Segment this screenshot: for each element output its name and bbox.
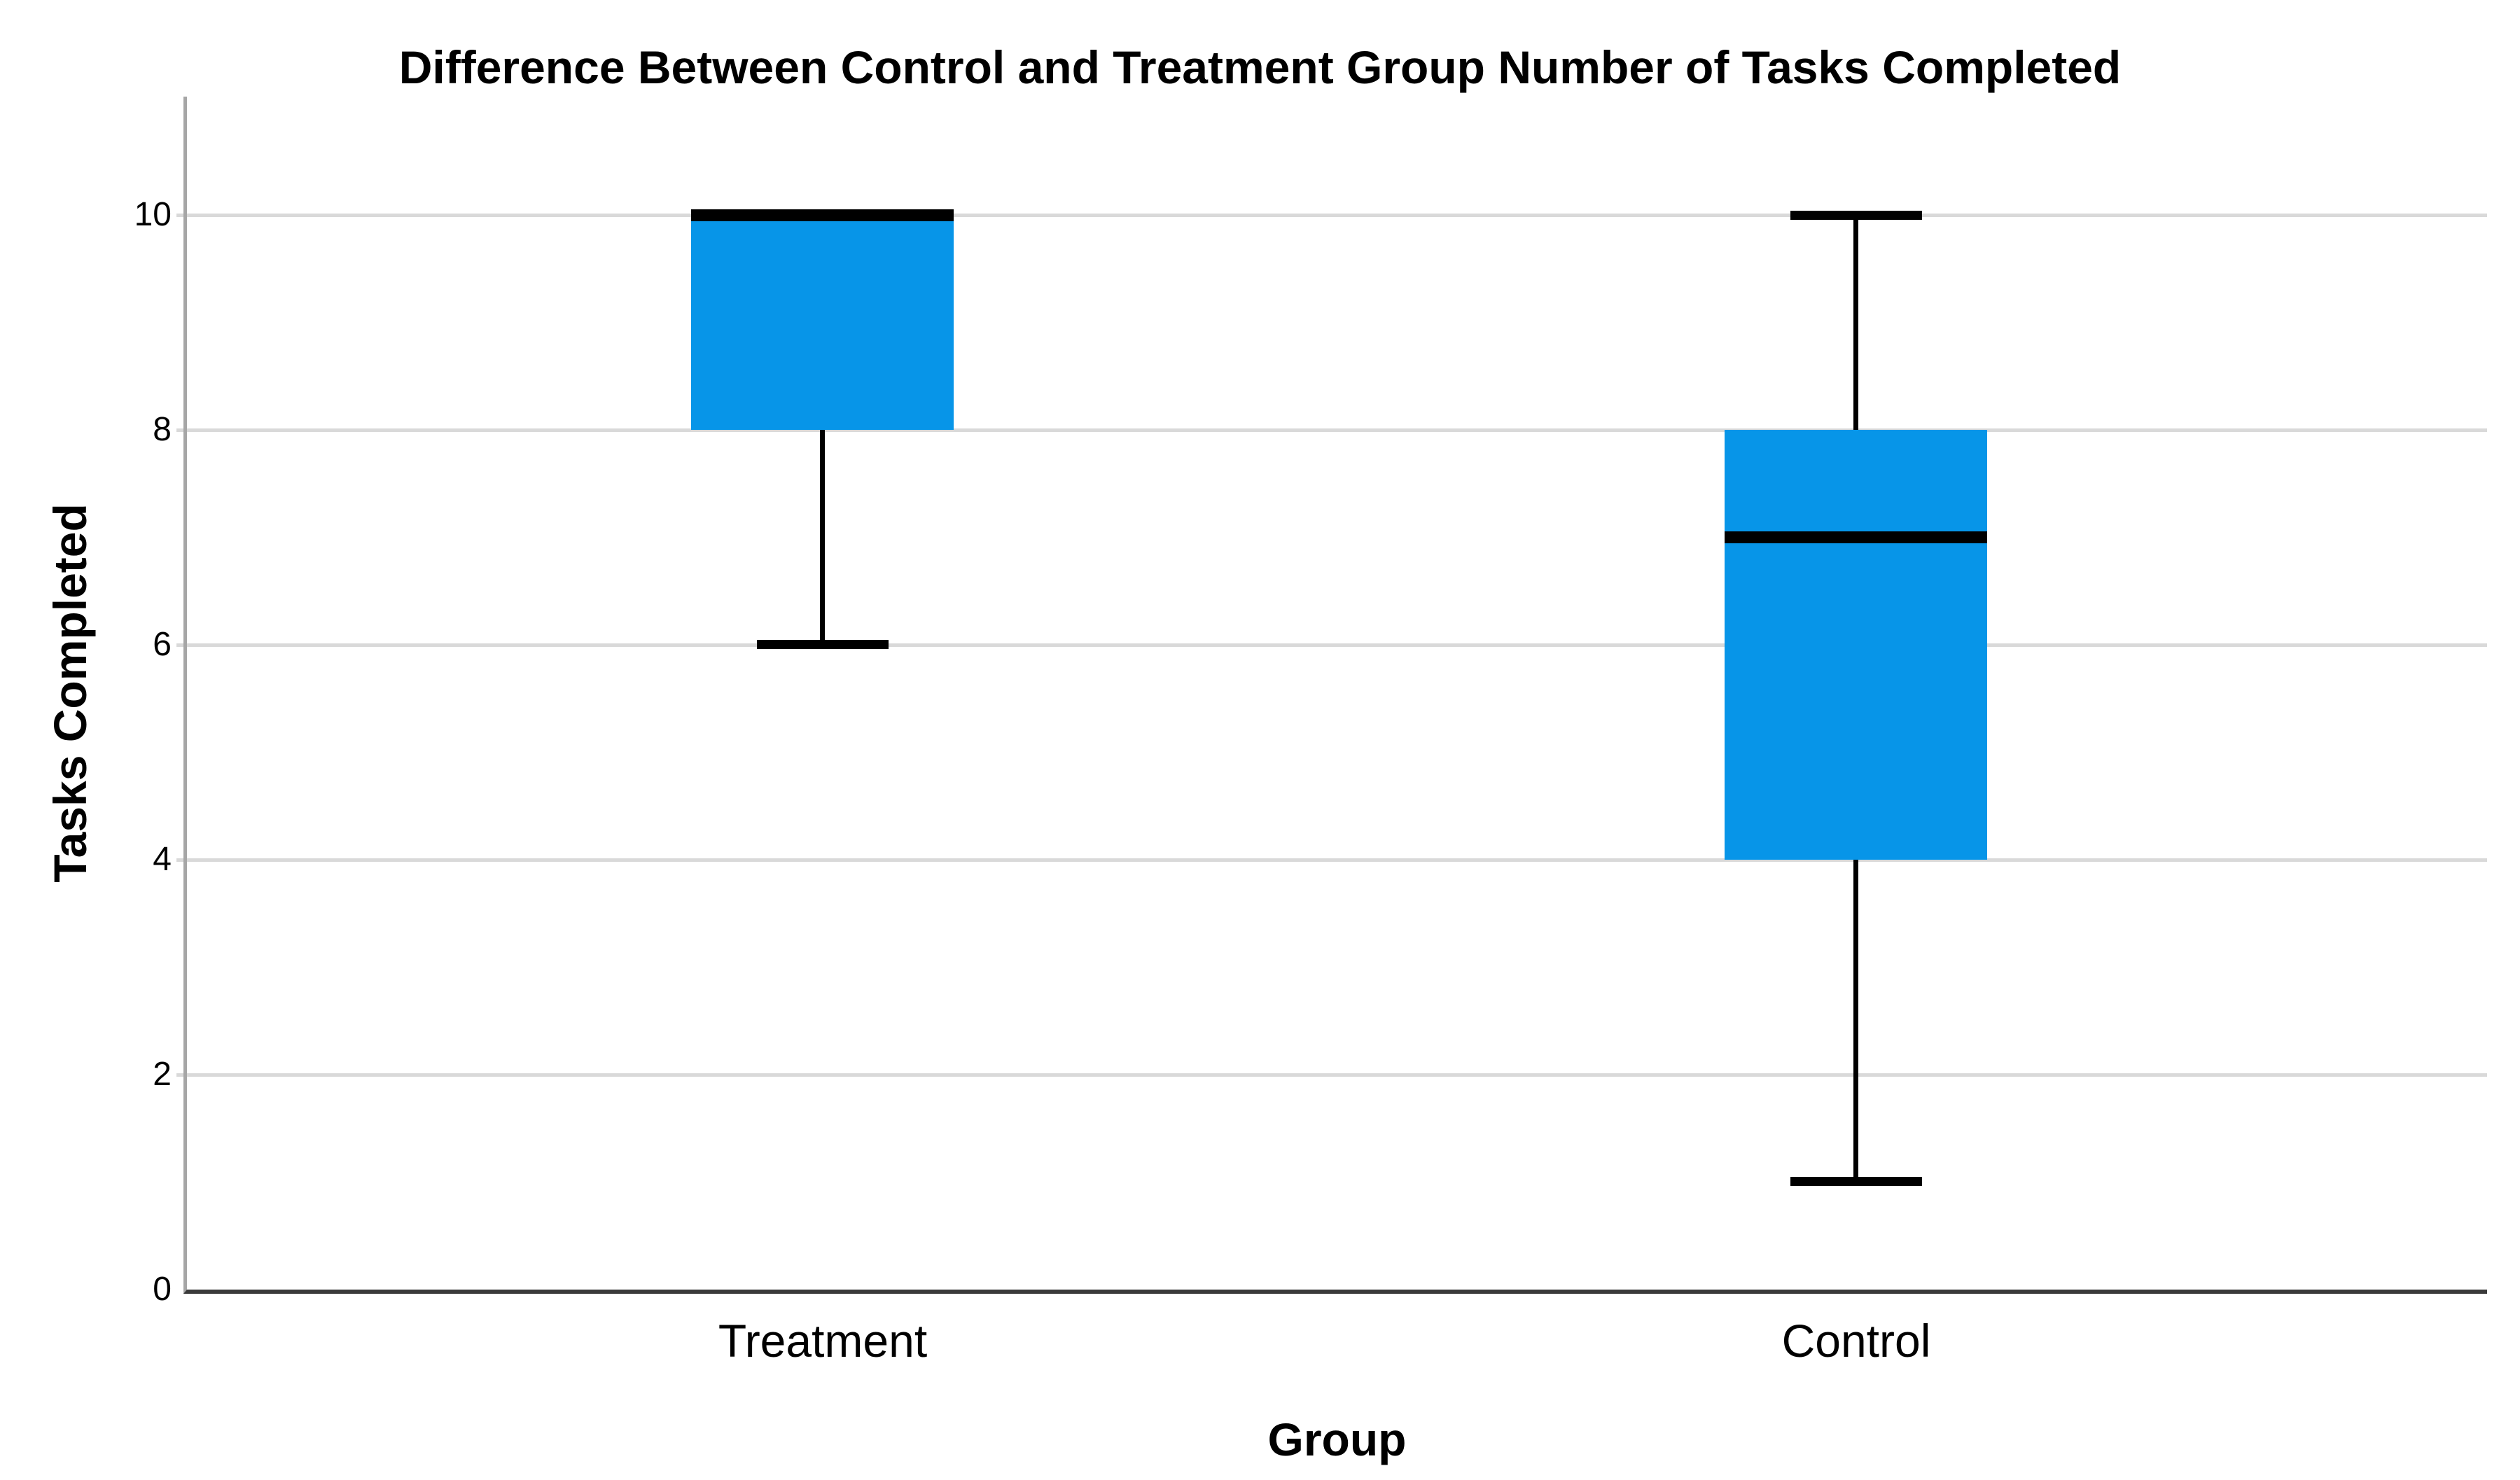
y-tick-mark-4 xyxy=(176,858,183,862)
x-tick-label-control: Control xyxy=(1781,1315,1931,1367)
gridline-6 xyxy=(187,643,2487,647)
boxplot-treatment xyxy=(187,97,2487,1290)
y-tick-label-2: 2 xyxy=(153,1056,172,1093)
y-tick-label-8: 8 xyxy=(153,411,172,448)
box-control xyxy=(1725,430,1987,860)
lower-whisker-control xyxy=(1853,860,1858,1182)
gridline-2 xyxy=(187,1073,2487,1077)
box-treatment xyxy=(691,215,954,430)
lower-whisker-cap-control xyxy=(1790,1177,1922,1186)
gridline-10 xyxy=(187,214,2487,217)
chart-title: Difference Between Control and Treatment… xyxy=(398,41,2122,93)
median-line-control xyxy=(1725,531,1987,543)
y-tick-label-0: 0 xyxy=(153,1271,172,1308)
y-tick-label-10: 10 xyxy=(134,196,172,233)
lower-whisker-treatment xyxy=(820,430,825,645)
gridline-8 xyxy=(187,428,2487,432)
boxplot-control xyxy=(187,97,2487,1290)
y-tick-mark-6 xyxy=(176,643,183,647)
upper-whisker-control xyxy=(1853,215,1858,430)
y-tick-label-4: 4 xyxy=(153,841,172,878)
upper-whisker-cap-control xyxy=(1790,211,1922,220)
lower-whisker-cap-treatment xyxy=(757,640,889,649)
x-axis-title: Group xyxy=(1267,1413,1407,1465)
y-tick-mark-8 xyxy=(176,428,183,432)
plot-area xyxy=(183,97,2487,1294)
y-axis-title: Tasks Completed xyxy=(44,503,97,883)
gridline-4 xyxy=(187,858,2487,862)
y-tick-mark-10 xyxy=(176,214,183,217)
x-tick-label-treatment: Treatment xyxy=(718,1315,928,1367)
y-tick-mark-2 xyxy=(176,1073,183,1077)
y-tick-label-6: 6 xyxy=(153,626,172,663)
y-axis-title-wrap: Tasks Completed xyxy=(21,97,119,1290)
median-line-treatment xyxy=(691,209,954,221)
